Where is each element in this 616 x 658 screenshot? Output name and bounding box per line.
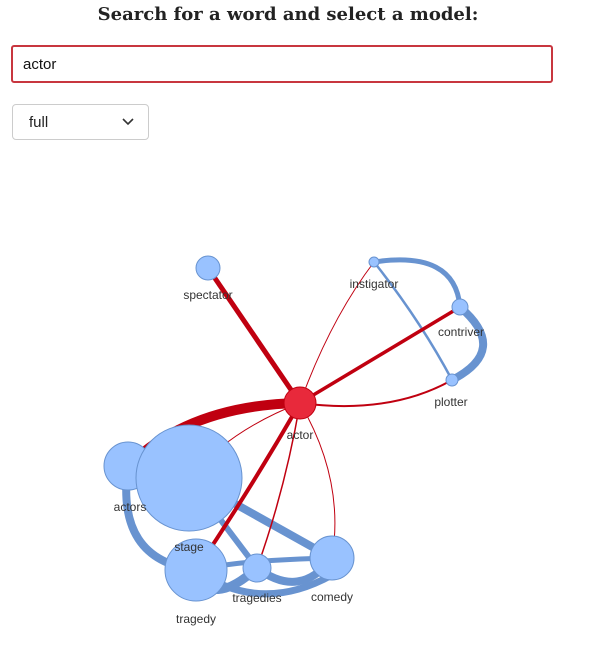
label-tragedy: tragedy [176,612,216,626]
label-contriver: contriver [438,325,484,339]
edge-actor-tragedies [256,402,301,569]
node-tragedies[interactable] [242,553,272,583]
edge-actor-spectator [205,266,303,405]
node-stage[interactable] [135,424,243,532]
chevron-down-icon [122,118,134,126]
edge-actor-contriver [299,305,461,405]
edge-instigator-plotter [373,261,454,381]
node-spectator[interactable] [195,255,221,281]
edge-instigator-contriver [371,257,463,310]
node-tragedy[interactable] [164,538,228,602]
nodes [103,255,469,602]
edge-actor-comedy [299,402,336,559]
edge-actor-plotter [299,379,453,408]
node-actor[interactable] [283,386,317,420]
search-input[interactable] [11,45,553,83]
label-comedy: comedy [311,590,353,604]
label-actor: actor [287,428,314,442]
model-select[interactable]: full [12,104,149,140]
label-tragedies: tragedies [232,591,281,605]
node-labels: spectator instigator contriver plotter a… [114,277,484,626]
label-spectator: spectator [183,288,232,302]
label-instigator: instigator [350,277,399,291]
node-comedy[interactable] [309,535,355,581]
page-heading: Search for a word and select a model: [97,4,479,25]
edge-actor-instigator [299,261,375,404]
node-contriver[interactable] [451,298,469,316]
model-select-value: full [29,114,49,131]
label-actors: actors [114,500,147,514]
label-plotter: plotter [434,395,467,409]
edge-contriver-plotter [448,303,488,384]
node-plotter[interactable] [445,373,459,387]
label-stage: stage [174,540,204,554]
node-instigator[interactable] [368,256,380,268]
red-edges [124,261,461,572]
